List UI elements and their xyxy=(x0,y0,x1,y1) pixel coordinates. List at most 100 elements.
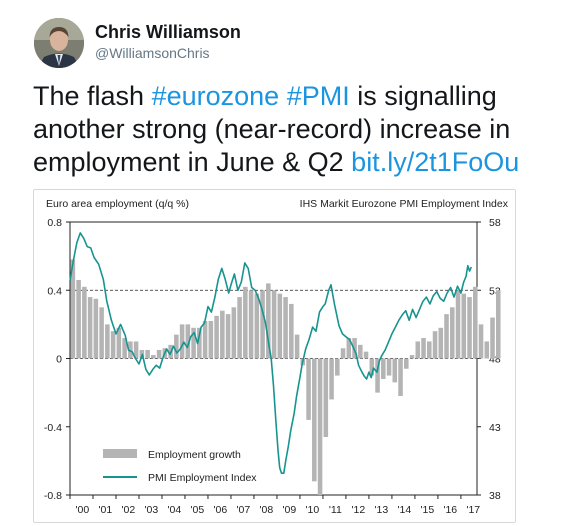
employment-bar xyxy=(156,349,162,359)
employment-bar xyxy=(179,324,185,359)
employment-bar xyxy=(335,358,340,376)
hashtag-eurozone-link[interactable]: #eurozone xyxy=(151,81,280,111)
employment-bar xyxy=(317,358,323,495)
tweet-text-segment: is signalling another strong (near-recor… xyxy=(33,81,511,177)
x-axis-tick-label: '17 xyxy=(466,504,480,516)
left-axis-tick-label: -0.8 xyxy=(44,490,62,502)
x-axis-tick-label: '02 xyxy=(122,504,136,516)
employment-bar xyxy=(427,341,432,359)
employment-bar xyxy=(294,334,300,359)
employment-bar xyxy=(243,286,248,359)
employment-bar xyxy=(271,290,277,359)
chart-image[interactable]: Euro area employment (q/q %) IHS Markit E… xyxy=(33,189,516,523)
employment-bar xyxy=(151,355,156,359)
employment-bar xyxy=(266,283,271,359)
employment-bar xyxy=(398,358,403,397)
employment-bar xyxy=(283,297,288,359)
employment-bar xyxy=(82,286,87,359)
employment-bar xyxy=(214,315,219,359)
right-axis-tick-label: 38 xyxy=(489,490,501,502)
right-axis-tick-label: 58 xyxy=(489,217,501,229)
employment-bar xyxy=(473,286,478,359)
employment-bar xyxy=(145,349,150,359)
tweet-text: The flash #eurozone #PMI is signalling a… xyxy=(33,80,553,179)
right-axis-title: IHS Markit Eurozone PMI Employment Index xyxy=(300,198,509,210)
legend-bar-swatch xyxy=(103,449,137,458)
employment-bar xyxy=(478,324,484,359)
employment-bar xyxy=(312,358,317,482)
employment-bar xyxy=(99,307,104,359)
avatar-image xyxy=(34,18,84,68)
employment-bar xyxy=(174,334,179,359)
employment-bar xyxy=(381,358,386,379)
hashtag-pmi-link[interactable]: #PMI xyxy=(286,81,350,111)
x-axis-tick-label: '01 xyxy=(99,504,113,516)
employment-bar xyxy=(346,338,352,359)
employment-bar xyxy=(191,327,196,359)
right-axis-tick-label: 48 xyxy=(489,354,501,366)
employment-bar xyxy=(329,358,334,400)
x-axis-tick-label: '00 xyxy=(76,504,90,516)
employment-bar xyxy=(289,303,294,359)
employment-bar xyxy=(358,344,363,359)
employment-bar xyxy=(438,327,444,359)
avatar[interactable] xyxy=(34,18,84,68)
x-axis-tick-label: '09 xyxy=(283,504,297,516)
employment-bar xyxy=(260,290,265,359)
left-axis-title: Euro area employment (q/q %) xyxy=(46,198,189,210)
employment-bar xyxy=(133,341,139,359)
employment-bar xyxy=(116,327,122,359)
employment-bar xyxy=(415,341,421,359)
employment-bar xyxy=(76,280,81,359)
employment-bar xyxy=(495,290,501,359)
x-axis-tick-label: '05 xyxy=(191,504,205,516)
employment-bar xyxy=(432,331,438,359)
tweet-text-segment xyxy=(279,81,287,111)
employment-bar xyxy=(323,358,329,437)
employment-bar xyxy=(352,338,357,359)
employment-bar xyxy=(409,355,415,359)
employment-bar xyxy=(363,351,369,359)
employment-bar xyxy=(369,358,375,376)
employment-bar xyxy=(455,290,461,359)
right-axis-tick-label: 53 xyxy=(489,285,501,297)
x-axis-tick-label: '06 xyxy=(214,504,228,516)
tweet-url-link[interactable]: bit.ly/2t1FoOu xyxy=(351,147,520,177)
author-name[interactable]: Chris Williamson xyxy=(95,22,241,42)
x-axis-tick-label: '11 xyxy=(329,504,342,516)
employment-bar xyxy=(340,348,346,359)
employment-bar xyxy=(105,324,110,359)
x-axis-tick-label: '14 xyxy=(397,504,411,516)
employment-bar xyxy=(202,320,208,359)
employment-bar xyxy=(277,293,283,359)
employment-bar xyxy=(70,259,76,359)
employment-bar xyxy=(467,297,472,359)
employment-bar xyxy=(128,341,133,359)
employment-bar xyxy=(231,307,237,359)
employment-bar xyxy=(197,327,202,359)
right-axis-tick-label: 43 xyxy=(489,422,501,434)
employment-bar xyxy=(220,310,225,359)
x-axis-tick-label: '16 xyxy=(443,504,457,516)
employment-bar xyxy=(404,358,409,369)
left-axis-tick-label: -0.4 xyxy=(44,422,62,434)
employment-bar xyxy=(386,358,392,376)
employment-bar xyxy=(461,293,467,359)
legend-line-label: PMI Employment Index xyxy=(148,472,257,484)
employment-bar xyxy=(306,358,311,420)
employment-bar xyxy=(208,320,214,359)
tweet-text-segment: The flash xyxy=(33,81,152,111)
x-axis-tick-label: '08 xyxy=(260,504,274,516)
employment-bar xyxy=(225,314,231,359)
employment-bar xyxy=(444,314,449,359)
employment-bar xyxy=(110,331,116,359)
author-handle[interactable]: @WilliamsonChris xyxy=(95,45,210,61)
employment-bar xyxy=(93,298,99,359)
x-axis-tick-label: '04 xyxy=(168,504,182,516)
legend-bar-label: Employment growth xyxy=(148,449,241,461)
left-axis-tick-label: 0.4 xyxy=(47,285,62,297)
left-axis-tick-label: 0 xyxy=(56,354,62,366)
employment-bar xyxy=(254,293,260,359)
left-axis-tick-label: 0.8 xyxy=(47,217,62,229)
employment-bar xyxy=(450,307,455,359)
